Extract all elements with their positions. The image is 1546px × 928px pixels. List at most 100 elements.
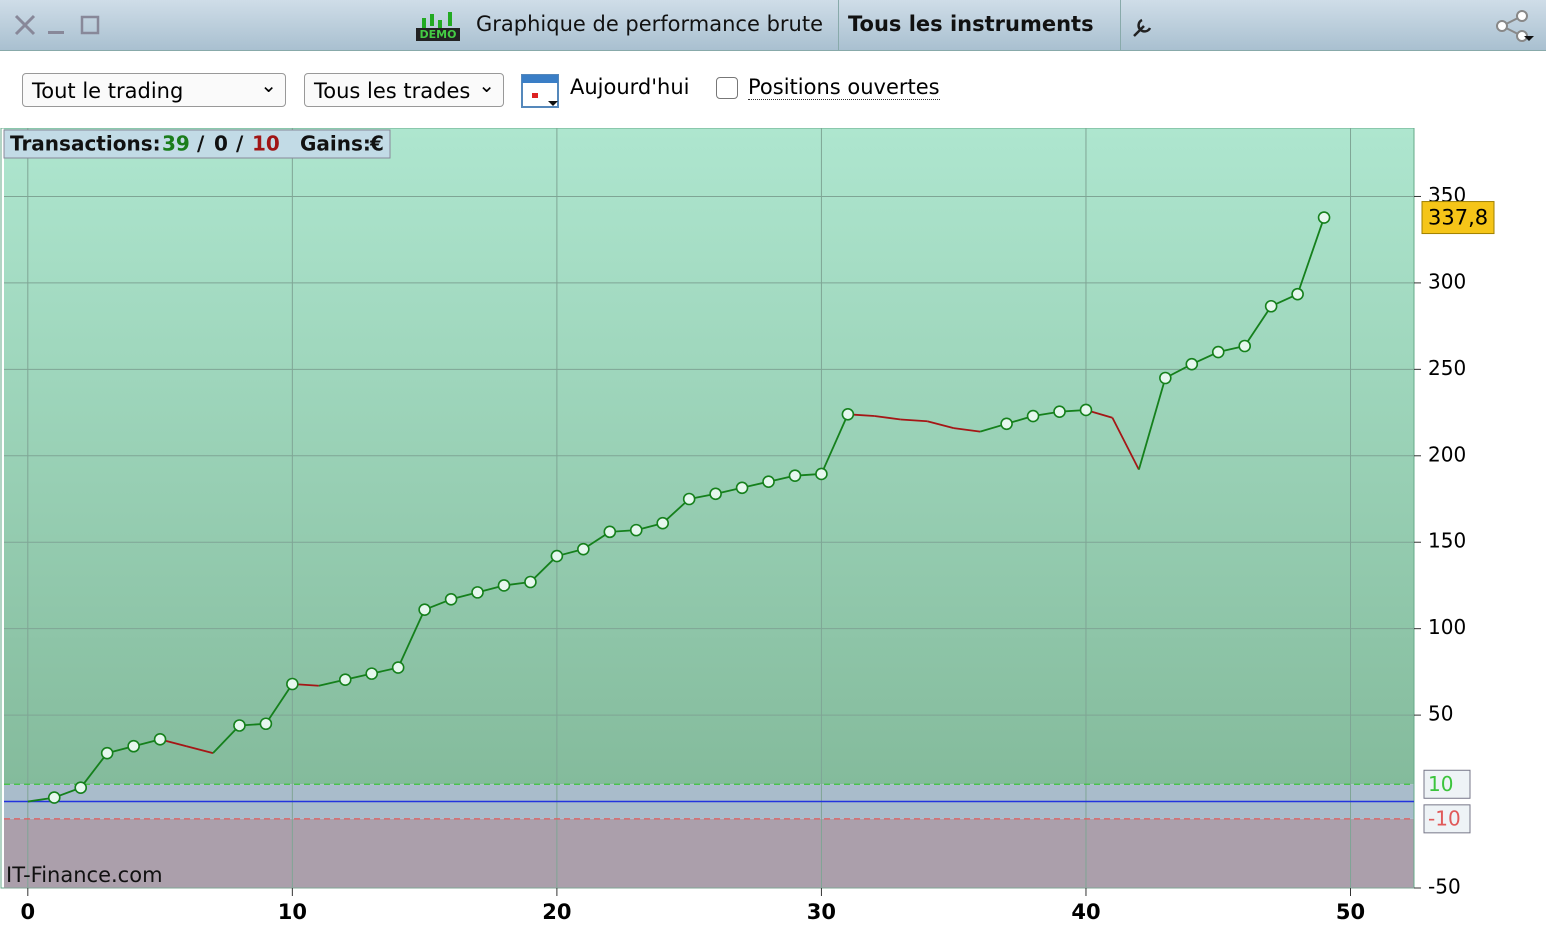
- stats-text: 39: [162, 132, 190, 156]
- line-segment: [953, 427, 981, 433]
- point: [1317, 211, 1331, 224]
- point: [391, 661, 405, 674]
- point: [74, 781, 88, 795]
- stats-text: Gains:: [300, 132, 371, 156]
- line-segment: [265, 683, 294, 725]
- stats-text: 10: [252, 132, 280, 156]
- stats-bg: [3, 129, 391, 159]
- x-tick-label: 50: [1336, 900, 1365, 924]
- x-tick-label: 20: [542, 900, 571, 924]
- threshold-box: [1423, 804, 1471, 834]
- point: [497, 579, 511, 592]
- point: [1000, 417, 1013, 431]
- date-button[interactable]: Aujourd'hui: [570, 75, 690, 99]
- value-label: 337,8: [1428, 206, 1488, 230]
- calendar-icon[interactable]: [520, 69, 560, 109]
- point: [471, 586, 484, 599]
- point: [603, 525, 617, 539]
- point: [233, 719, 246, 732]
- point: [444, 592, 458, 606]
- point: [338, 673, 352, 686]
- line-segment: [1243, 305, 1272, 347]
- x-tick-label: 0: [20, 900, 35, 924]
- point: [1026, 409, 1040, 423]
- line-segment: [80, 752, 108, 789]
- checkbox[interactable]: [716, 77, 738, 99]
- point: [577, 542, 590, 556]
- point: [286, 677, 299, 691]
- instrument-select[interactable]: Tous les instruments: [848, 12, 1094, 36]
- point: [656, 516, 670, 530]
- point: [709, 487, 722, 501]
- line-segment: [1111, 417, 1140, 471]
- line-segment: [927, 420, 954, 429]
- threshold-box: [1423, 769, 1471, 799]
- trades-select[interactable]: Tous les trades: [304, 68, 504, 107]
- point: [259, 717, 273, 731]
- point: [127, 739, 140, 753]
- window-title: Graphique de performance brute: [476, 12, 824, 36]
- threshold-tag: -10: [1423, 804, 1471, 834]
- share-icon[interactable]: [1496, 10, 1538, 44]
- line-segment: [874, 415, 901, 421]
- point: [762, 475, 775, 489]
- checkbox-label[interactable]: Positions ouvertes: [748, 75, 940, 100]
- line-segment: [820, 413, 849, 475]
- threshold-label: 10: [1428, 772, 1453, 796]
- point: [365, 667, 379, 680]
- point: [815, 467, 828, 481]
- demo-icon: DEMO: [416, 10, 460, 42]
- line-segment: [212, 724, 241, 754]
- point: [418, 603, 431, 616]
- y-tick-label: 300: [1428, 269, 1466, 293]
- x-tick-label: 10: [278, 900, 307, 924]
- title-bar: DEMO Graphique de performance brute Tous…: [0, 0, 1546, 51]
- line-segment: [900, 418, 928, 423]
- point: [629, 523, 643, 537]
- settings-icon[interactable]: [1130, 14, 1156, 40]
- y-tick-label: 250: [1428, 356, 1466, 380]
- y-tick-label: 50: [1428, 702, 1453, 726]
- y-tick-label: 200: [1428, 442, 1466, 466]
- stats-box: Transactions: 39 / 0 / 10 Gains: €: [3, 129, 391, 159]
- line-segment: [1296, 217, 1325, 295]
- point: [735, 481, 749, 495]
- chart: 0 10 20 30 40 50-505010015020025030035010-103…: [0, 128, 1495, 924]
- point: [682, 492, 696, 506]
- value-badge: [1421, 201, 1495, 235]
- stats-text: 0: [214, 132, 228, 156]
- toolbar: Tout le trading Tous les trades Aujourd'…: [0, 51, 1546, 128]
- stats-text: /: [197, 132, 205, 156]
- point: [841, 407, 855, 421]
- stats-text: Transactions:: [10, 132, 161, 156]
- x-tick-label: 30: [807, 900, 836, 924]
- point: [1238, 339, 1251, 353]
- watermark: IT-Finance.com: [6, 863, 163, 887]
- x-tick-label: 40: [1071, 900, 1100, 924]
- trading-select[interactable]: Tout le trading: [22, 68, 286, 107]
- y-tick-label: 150: [1428, 529, 1466, 553]
- demo-label: DEMO: [416, 28, 460, 41]
- point: [47, 791, 61, 804]
- point: [1264, 299, 1278, 313]
- stats-text: €: [369, 132, 384, 156]
- point: [524, 575, 537, 589]
- point: [1211, 345, 1225, 359]
- point: [153, 733, 167, 746]
- window-controls[interactable]: [14, 14, 104, 38]
- point: [550, 549, 564, 563]
- point: [1185, 357, 1199, 371]
- line-segment: [186, 745, 214, 755]
- loss-band: [4, 818, 1414, 888]
- line-segment: [397, 609, 426, 668]
- point: [1079, 403, 1093, 417]
- threshold-tag: 10: [1423, 769, 1471, 799]
- threshold-label: -10: [1428, 806, 1461, 830]
- point: [1291, 287, 1304, 301]
- y-tick-label: 100: [1428, 615, 1466, 639]
- y-tick-label: -50: [1428, 875, 1461, 899]
- point: [100, 746, 114, 760]
- line-segment: [1138, 377, 1167, 470]
- point: [1053, 405, 1066, 419]
